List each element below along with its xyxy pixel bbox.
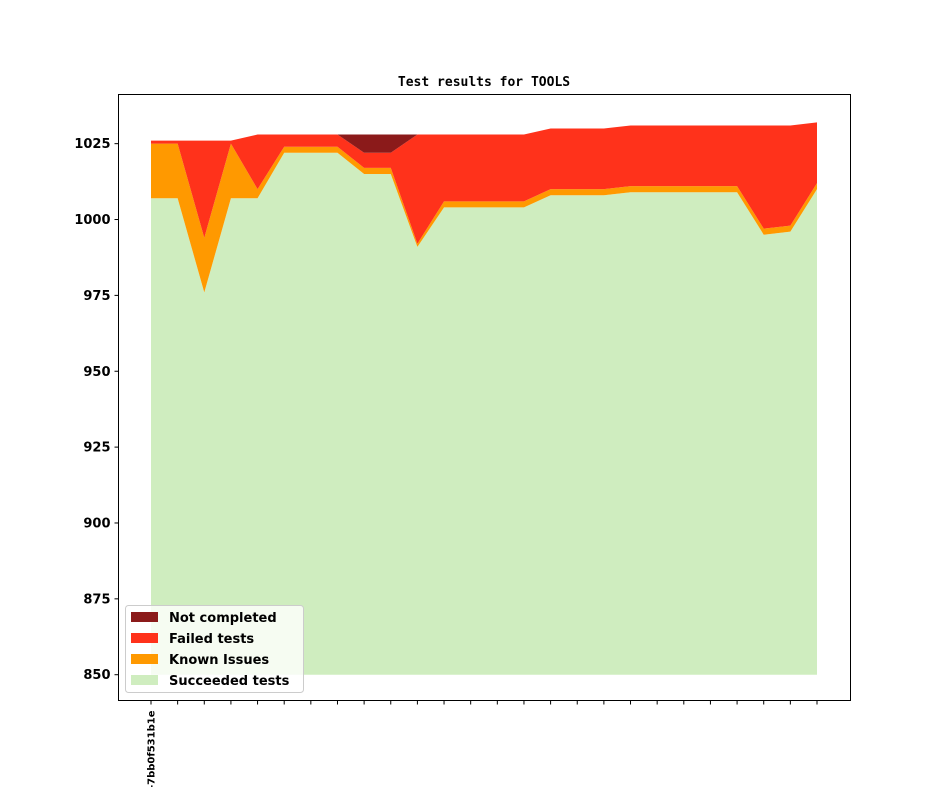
y-axis: 850 875 900 925 950 975 1000 1025 bbox=[74, 137, 119, 683]
legend: Not completed Failed tests Known Issues Suc… bbox=[125, 605, 304, 693]
y-tick-label: 1000 bbox=[74, 213, 110, 228]
legend-swatch bbox=[131, 633, 158, 643]
y-tick-label: 875 bbox=[83, 592, 110, 607]
area-failed-tests bbox=[151, 122, 817, 244]
x-tick-label: -7bb0f531b1e bbox=[147, 710, 158, 787]
legend-label: Known Issues bbox=[169, 653, 269, 668]
y-tick-label: 950 bbox=[83, 365, 110, 380]
y-tick-label: 925 bbox=[83, 441, 110, 456]
legend-swatch bbox=[131, 654, 158, 664]
chart-title: Test results for TOOLS bbox=[398, 75, 570, 90]
legend-label: Failed tests bbox=[169, 632, 254, 647]
x-axis: -7bb0f531b1e bbox=[147, 700, 818, 787]
legend-label: Not completed bbox=[169, 611, 277, 626]
y-tick-label: 900 bbox=[83, 516, 110, 531]
legend-box bbox=[125, 605, 304, 693]
plot-frame bbox=[118, 94, 851, 701]
legend-swatch bbox=[131, 675, 158, 685]
legend-label: Succeeded tests bbox=[169, 674, 290, 689]
area-layers bbox=[151, 122, 817, 675]
y-tick-label: 975 bbox=[83, 289, 110, 304]
legend-swatch bbox=[131, 612, 158, 622]
area-succeeded-tests bbox=[151, 152, 817, 675]
y-tick-label: 1025 bbox=[74, 137, 110, 152]
y-tick-label: 850 bbox=[83, 668, 110, 683]
